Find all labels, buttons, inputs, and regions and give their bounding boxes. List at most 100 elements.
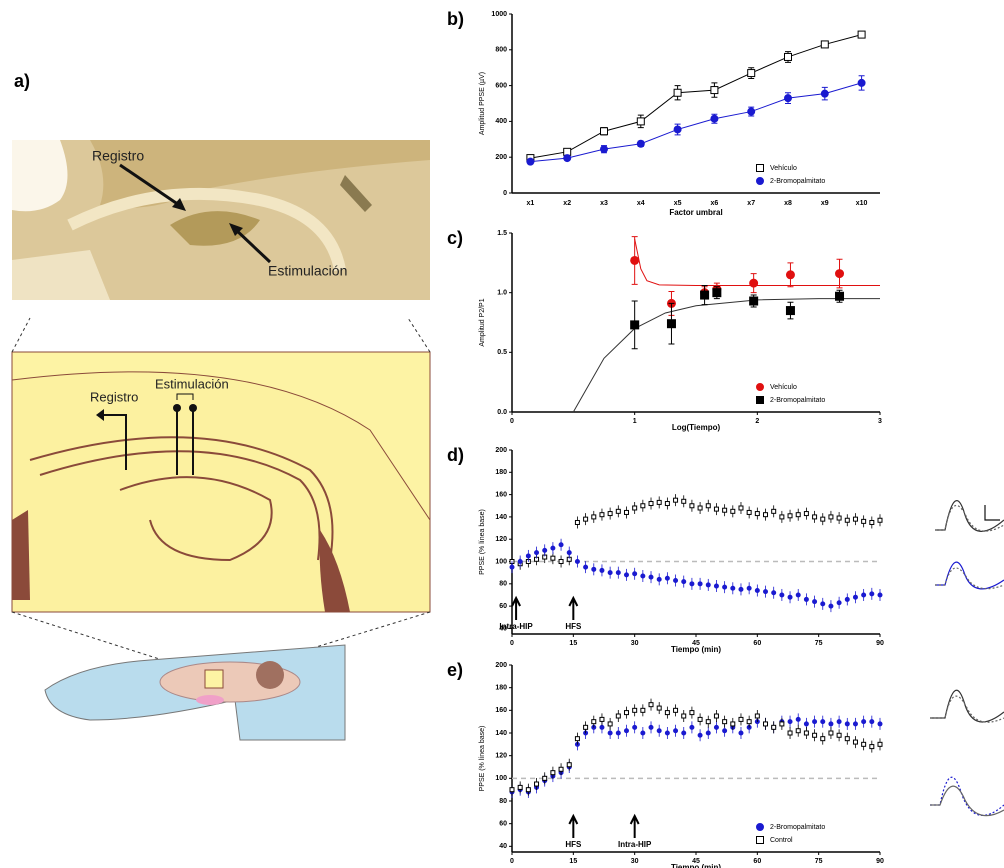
marker [674, 89, 681, 96]
marker [870, 520, 874, 524]
panel-label: a) [14, 71, 30, 91]
marker [616, 571, 620, 575]
trace [930, 786, 1004, 815]
marker [526, 554, 530, 558]
legend-label: Vehículo [770, 165, 797, 172]
x-tick-label: x6 [711, 200, 719, 207]
region-box [205, 670, 223, 688]
marker [657, 500, 661, 504]
scale-bar [985, 505, 1000, 520]
x-axis-label: Factor umbral [669, 208, 722, 217]
y-tick-label: 120 [495, 753, 507, 760]
marker [564, 155, 571, 162]
diagram-label: Registro [90, 389, 138, 404]
x-tick-label: x10 [856, 200, 868, 207]
legend-label: 2-Bromopalmitato [770, 824, 825, 831]
marker [701, 291, 709, 299]
marker [657, 729, 661, 733]
panel-label: e) [447, 660, 463, 680]
marker [682, 580, 686, 584]
x-tick-label: 90 [876, 640, 884, 647]
marker [518, 560, 522, 564]
fit-curve [635, 239, 880, 286]
marker [674, 498, 678, 502]
marker [592, 515, 596, 519]
marker [723, 720, 727, 724]
marker [649, 703, 653, 707]
x-tick-label: 0 [510, 640, 514, 647]
marker [601, 128, 608, 135]
y-tick-label: 140 [495, 514, 507, 521]
marker [665, 711, 669, 715]
marker [870, 720, 874, 724]
x-tick-label: 60 [753, 858, 761, 865]
legend-label: 2-Bromopalmitato [770, 397, 825, 404]
y-tick-label: 1.0 [497, 290, 507, 297]
y-tick-label: 0.5 [497, 349, 507, 356]
series-line [530, 35, 861, 159]
marker [631, 256, 639, 264]
marker [624, 711, 628, 715]
marker [862, 593, 866, 597]
legend-marker [757, 824, 764, 831]
marker [748, 70, 755, 77]
marker [739, 717, 743, 721]
marker [584, 517, 588, 521]
marker [723, 729, 727, 733]
marker [608, 512, 612, 516]
y-tick-label: 180 [495, 685, 507, 692]
marker [674, 578, 678, 582]
electrode-tip [189, 404, 197, 412]
legend-marker [757, 384, 764, 391]
marker [748, 108, 755, 115]
trace [935, 562, 1004, 589]
marker [853, 722, 857, 726]
marker [624, 573, 628, 577]
marker [714, 584, 718, 588]
marker [706, 583, 710, 587]
x-tick-label: 1 [633, 418, 637, 425]
marker [780, 593, 784, 597]
marker [845, 722, 849, 726]
x-tick-label: x9 [821, 200, 829, 207]
marker [755, 714, 759, 718]
mouse-head [45, 645, 345, 740]
marker [559, 543, 563, 547]
marker [592, 567, 596, 571]
y-axis-label: PPSE (% línea base) [479, 509, 486, 575]
y-tick-label: 120 [495, 536, 507, 543]
y-tick-label: 100 [495, 775, 507, 782]
marker [755, 512, 759, 516]
marker [785, 95, 792, 102]
marker [631, 321, 639, 329]
marker [510, 565, 514, 569]
marker [690, 725, 694, 729]
marker [837, 733, 841, 737]
marker [682, 731, 686, 735]
marker [575, 560, 579, 564]
marker [682, 499, 686, 503]
marker [665, 502, 669, 506]
marker [526, 788, 530, 792]
marker [780, 515, 784, 519]
marker [698, 733, 702, 737]
x-tick-label: x2 [563, 200, 571, 207]
marker [878, 722, 882, 726]
marker [829, 515, 833, 519]
marker [796, 717, 800, 721]
photo-hole [12, 140, 68, 211]
marker [804, 597, 808, 601]
marker [755, 589, 759, 593]
marker [706, 731, 710, 735]
marker [788, 720, 792, 724]
marker [637, 118, 644, 125]
x-tick-label: 2 [755, 418, 759, 425]
marker [584, 565, 588, 569]
x-tick-label: 60 [753, 640, 761, 647]
marker [821, 517, 825, 521]
marker [837, 720, 841, 724]
figure: a) Registro Estimulación Registro Estimu… [0, 0, 1004, 868]
y-tick-label: 140 [495, 730, 507, 737]
y-tick-label: 60 [499, 821, 507, 828]
y-tick-label: 400 [495, 118, 507, 125]
